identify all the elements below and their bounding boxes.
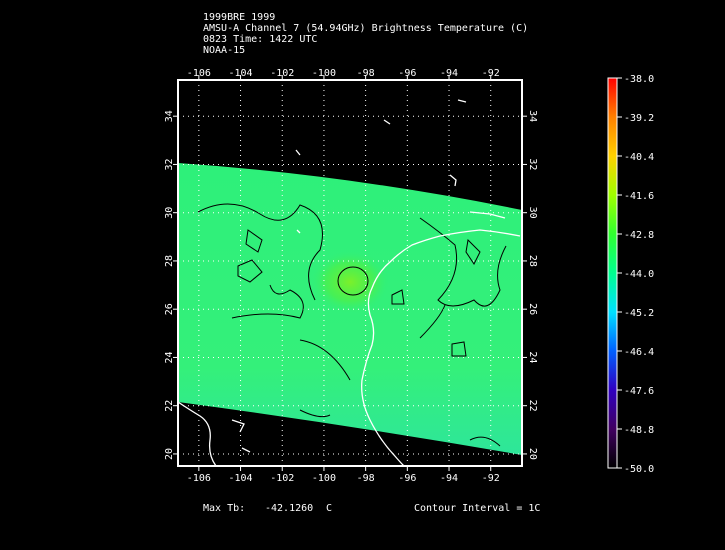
lon-label-bottom: -94 [440,473,458,484]
max-tb-label: Max Tb: [203,503,246,514]
contour-interval-label: Contour Interval = 1C [414,503,541,514]
lon-label-top: -100 [312,68,336,79]
map-frame [177,79,523,467]
colorbar: -38.0 -39.2 -40.4 -41.6 -42.8 -44.0 -45.2 -46.4… [607,74,654,475]
lon-label-top: -102 [270,68,294,79]
colorbar-label: -46.4 [624,347,654,358]
colorbar-label: -40.4 [624,152,654,163]
lon-label-bottom: -100 [312,473,336,484]
lat-label-right: 28 [527,255,538,267]
lat-label-left: 22 [164,400,175,412]
lat-label-left: 34 [164,110,175,122]
warm-core [310,250,390,314]
lon-label-bottom: -102 [270,473,294,484]
max-tb-value: -42.1260 [265,503,314,514]
lon-label-top: -106 [187,68,211,79]
lat-label-left: 30 [164,207,175,219]
lon-label-top: -104 [228,68,252,79]
lat-label-right: 22 [527,400,538,412]
axis-ticks [173,75,527,471]
colorbar-ramp [607,77,618,469]
colorbar-label: -39.2 [624,113,654,124]
lon-label-top: -94 [440,68,458,79]
lat-label-left: 28 [164,255,175,267]
colorbar-label: -47.6 [624,386,654,397]
colorbar-label: -50.0 [624,464,654,475]
lon-label-bottom: -104 [228,473,252,484]
colorbar-label: -41.6 [624,191,654,202]
lon-label-top: -98 [357,68,375,79]
header-line-4: NOAA-15 [203,45,246,56]
header-line-1: 1999BRE 1999 [203,12,276,23]
lon-label-bottom: -96 [398,473,416,484]
colorbar-label: -48.8 [624,425,654,436]
colorbar-label: -45.2 [624,308,654,319]
lat-label-right: 32 [527,158,538,170]
lat-label-right: 24 [527,351,538,363]
lon-label-bottom: -106 [187,473,211,484]
coastline [178,99,521,466]
lat-label-left: 20 [164,448,175,460]
lat-label-left: 24 [164,351,175,363]
colorbar-label: -44.0 [624,269,654,280]
lat-label-right: 30 [527,207,538,219]
lat-label-right: 34 [527,110,538,122]
lat-label-left: 26 [164,303,175,315]
header-line-3: 0823 Time: 1422 UTC [203,34,318,45]
lat-label-left: 32 [164,158,175,170]
lat-label-right: 26 [527,303,538,315]
colorbar-label: -38.0 [624,74,654,85]
lon-label-top: -96 [398,68,416,79]
lon-label-bottom: -98 [357,473,375,484]
header-line-2: AMSU-A Channel 7 (54.94GHz) Brightness T… [203,23,529,34]
max-tb-unit: C [326,503,333,514]
contour-lines [197,203,507,447]
colorbar-label: -42.8 [624,230,654,241]
lon-label-top: -92 [482,68,500,79]
lat-label-right: 20 [527,448,538,460]
axis-tick-labels: -106 -106 -104 -104 -102 -102 -100 -100 -98 -98 -9… [164,68,538,484]
lon-label-bottom: -92 [482,473,500,484]
